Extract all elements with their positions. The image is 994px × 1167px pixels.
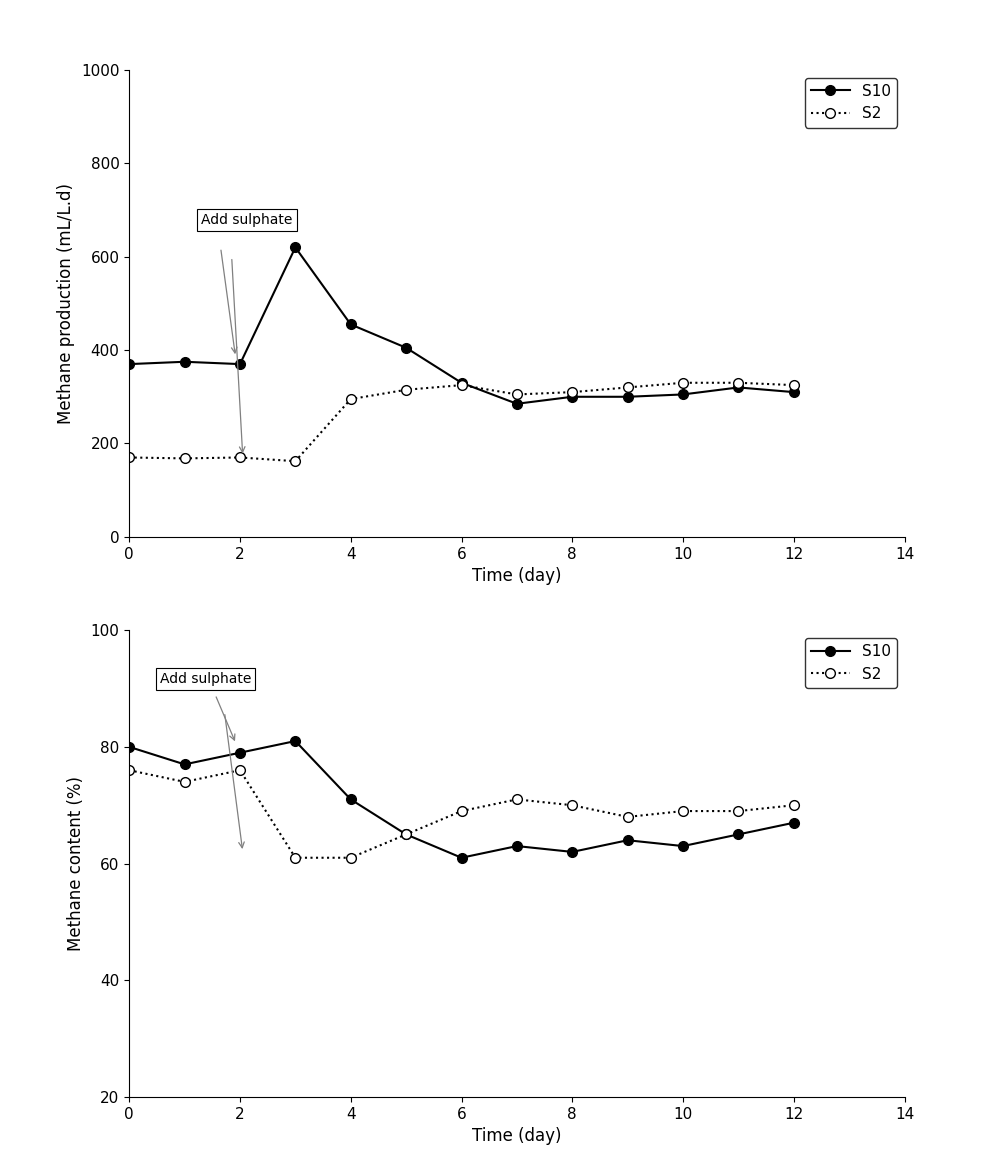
S2 xyxy=(677,804,689,818)
S2 xyxy=(567,385,579,399)
S2 xyxy=(511,792,523,806)
S10 xyxy=(455,376,467,390)
S10 xyxy=(345,317,357,331)
S2 xyxy=(123,763,135,777)
Y-axis label: Methane content (%): Methane content (%) xyxy=(67,776,85,951)
S2 xyxy=(621,380,633,394)
S2 xyxy=(289,454,301,468)
S2 xyxy=(234,450,246,464)
S2 xyxy=(179,452,191,466)
S2 xyxy=(511,387,523,401)
S2 xyxy=(401,827,413,841)
S10 xyxy=(289,240,301,254)
S10 xyxy=(401,341,413,355)
S2 xyxy=(289,851,301,865)
S2 xyxy=(455,804,467,818)
S2 xyxy=(733,376,745,390)
S10 xyxy=(401,827,413,841)
Text: Add sulphate: Add sulphate xyxy=(201,214,292,228)
S10 xyxy=(621,390,633,404)
S10 xyxy=(677,839,689,853)
S10 xyxy=(511,397,523,411)
Legend: S10, S2: S10, S2 xyxy=(805,638,897,687)
Text: Add sulphate: Add sulphate xyxy=(160,672,251,686)
S10 xyxy=(123,740,135,754)
S10 xyxy=(788,385,800,399)
S10 xyxy=(788,816,800,830)
S10 xyxy=(179,757,191,771)
S10 xyxy=(179,355,191,369)
S2 xyxy=(455,378,467,392)
S10 xyxy=(511,839,523,853)
S2 xyxy=(401,383,413,397)
S2 xyxy=(788,378,800,392)
S2 xyxy=(345,851,357,865)
S10 xyxy=(677,387,689,401)
S10 xyxy=(234,357,246,371)
S2 xyxy=(621,810,633,824)
S2 xyxy=(677,376,689,390)
S2 xyxy=(234,763,246,777)
S10 xyxy=(289,734,301,748)
S10 xyxy=(733,827,745,841)
S10 xyxy=(733,380,745,394)
Line: S2: S2 xyxy=(124,766,798,862)
S10 xyxy=(234,746,246,760)
S10 xyxy=(567,390,579,404)
S10 xyxy=(455,851,467,865)
S2 xyxy=(733,804,745,818)
Line: S2: S2 xyxy=(124,378,798,466)
S2 xyxy=(567,798,579,812)
X-axis label: Time (day): Time (day) xyxy=(472,1127,562,1145)
S10 xyxy=(123,357,135,371)
S2 xyxy=(123,450,135,464)
Line: S10: S10 xyxy=(124,736,798,862)
S2 xyxy=(179,775,191,789)
X-axis label: Time (day): Time (day) xyxy=(472,567,562,585)
Line: S10: S10 xyxy=(124,243,798,408)
S2 xyxy=(345,392,357,406)
Y-axis label: Methane production (mL/L.d): Methane production (mL/L.d) xyxy=(58,183,76,424)
Legend: S10, S2: S10, S2 xyxy=(805,78,897,127)
S10 xyxy=(345,792,357,806)
S10 xyxy=(567,845,579,859)
S2 xyxy=(788,798,800,812)
S10 xyxy=(621,833,633,847)
